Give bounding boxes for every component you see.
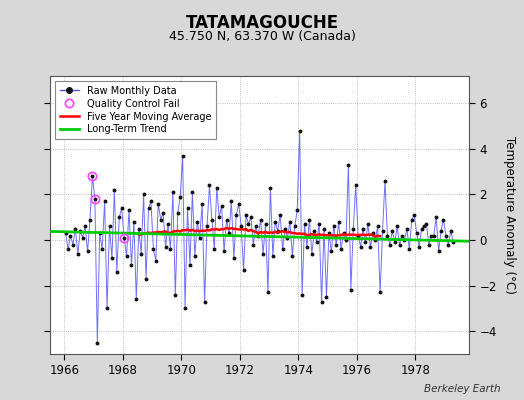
- Legend: Raw Monthly Data, Quality Control Fail, Five Year Moving Average, Long-Term Tren: Raw Monthly Data, Quality Control Fail, …: [54, 81, 216, 139]
- Text: 45.750 N, 63.370 W (Canada): 45.750 N, 63.370 W (Canada): [169, 30, 355, 43]
- Text: Berkeley Earth: Berkeley Earth: [424, 384, 500, 394]
- Text: TATAMAGOUCHE: TATAMAGOUCHE: [185, 14, 339, 32]
- Y-axis label: Temperature Anomaly (°C): Temperature Anomaly (°C): [503, 136, 516, 294]
